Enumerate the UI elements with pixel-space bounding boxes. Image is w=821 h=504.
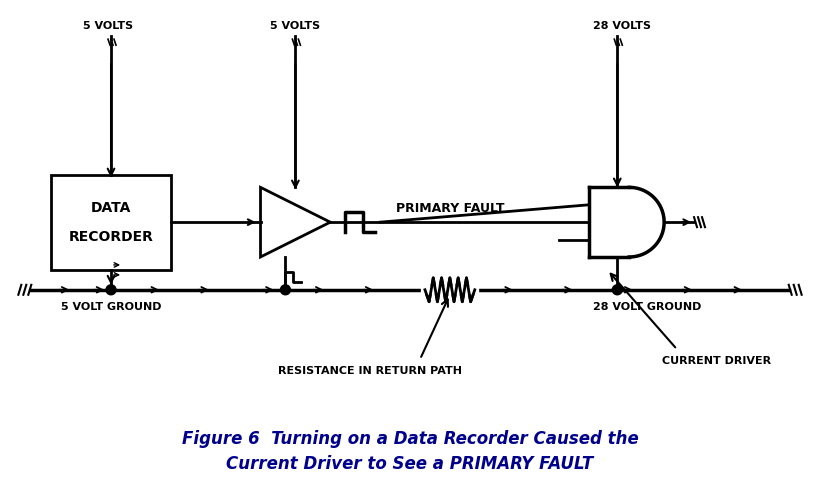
Text: PRIMARY FAULT: PRIMARY FAULT (396, 202, 504, 215)
Circle shape (281, 285, 291, 295)
Text: 5 VOLTS: 5 VOLTS (83, 21, 133, 31)
Text: 28 VOLTS: 28 VOLTS (594, 21, 651, 31)
Text: Current Driver to See a PRIMARY FAULT: Current Driver to See a PRIMARY FAULT (227, 455, 594, 473)
Text: 5 VOLTS: 5 VOLTS (270, 21, 320, 31)
Text: 5 VOLT GROUND: 5 VOLT GROUND (61, 302, 161, 311)
Text: CURRENT DRIVER: CURRENT DRIVER (663, 356, 772, 366)
Text: DATA: DATA (91, 202, 131, 216)
FancyBboxPatch shape (51, 175, 171, 270)
Text: Figure 6  Turning on a Data Recorder Caused the: Figure 6 Turning on a Data Recorder Caus… (181, 430, 639, 448)
Text: RESISTANCE IN RETURN PATH: RESISTANCE IN RETURN PATH (278, 366, 462, 376)
Circle shape (106, 285, 116, 295)
Text: 28 VOLT GROUND: 28 VOLT GROUND (593, 302, 701, 311)
Text: RECORDER: RECORDER (69, 230, 154, 244)
Circle shape (612, 285, 622, 295)
